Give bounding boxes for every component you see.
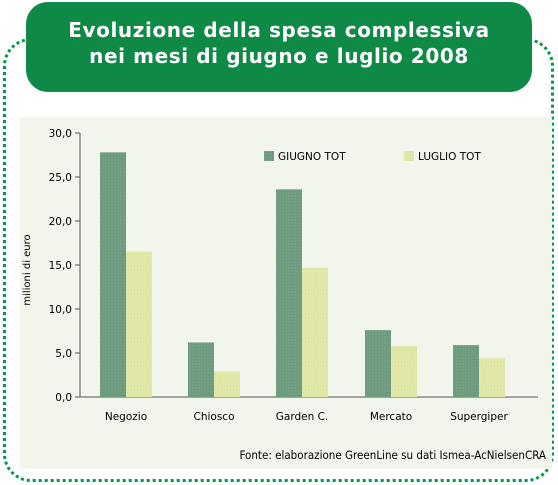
bar-giugno-4	[453, 345, 479, 397]
source-note: Fonte: elaborazione GreenLine su dati Is…	[239, 448, 546, 462]
bar-luglio-1	[214, 371, 240, 397]
x-tick-label: Garden C.	[276, 411, 329, 423]
chart-title-line-1: Evoluzione della spesa complessiva	[68, 18, 490, 42]
y-tick-label: 30,0	[49, 128, 72, 140]
bar-giugno-1	[188, 342, 214, 397]
y-tick-label: 15,0	[49, 260, 72, 272]
chart-title-line-2: nei mesi di giugno e luglio 2008	[89, 44, 469, 68]
bar-luglio-0	[126, 251, 152, 397]
x-tick-label: Supergiper	[450, 411, 508, 423]
y-tick-label: 0,0	[55, 392, 72, 404]
y-tick-label: 5,0	[55, 348, 72, 360]
legend: GIUGNO TOT LUGLIO TOT	[264, 151, 481, 163]
y-axis-title: milioni di euro	[22, 234, 33, 305]
y-tick-label: 20,0	[49, 216, 72, 228]
bar-luglio-4	[479, 358, 505, 397]
bar-luglio-3	[391, 345, 417, 397]
x-tick-label: Negozio	[105, 411, 147, 423]
y-tick-label: 25,0	[49, 172, 72, 184]
legend-label-luglio: LUGLIO TOT	[418, 151, 481, 163]
bar-luglio-2	[302, 267, 328, 397]
bar-giugno-0	[100, 152, 126, 397]
bar-giugno-3	[365, 330, 391, 397]
x-axis-labels: Negozio Chiosco Garden C. Mercato Supergiper	[105, 411, 509, 423]
legend-swatch-luglio	[404, 151, 414, 161]
title-banner: Evoluzione della spesa complessiva nei m…	[26, 2, 532, 92]
x-tick-label: Mercato	[370, 411, 412, 423]
legend-swatch-giugno	[264, 151, 274, 161]
legend-label-giugno: GIUGNO TOT	[278, 151, 346, 163]
x-tick-label: Chiosco	[194, 411, 235, 423]
bars-group	[100, 152, 505, 397]
bar-giugno-2	[276, 189, 302, 397]
y-tick-label: 10,0	[49, 304, 72, 316]
